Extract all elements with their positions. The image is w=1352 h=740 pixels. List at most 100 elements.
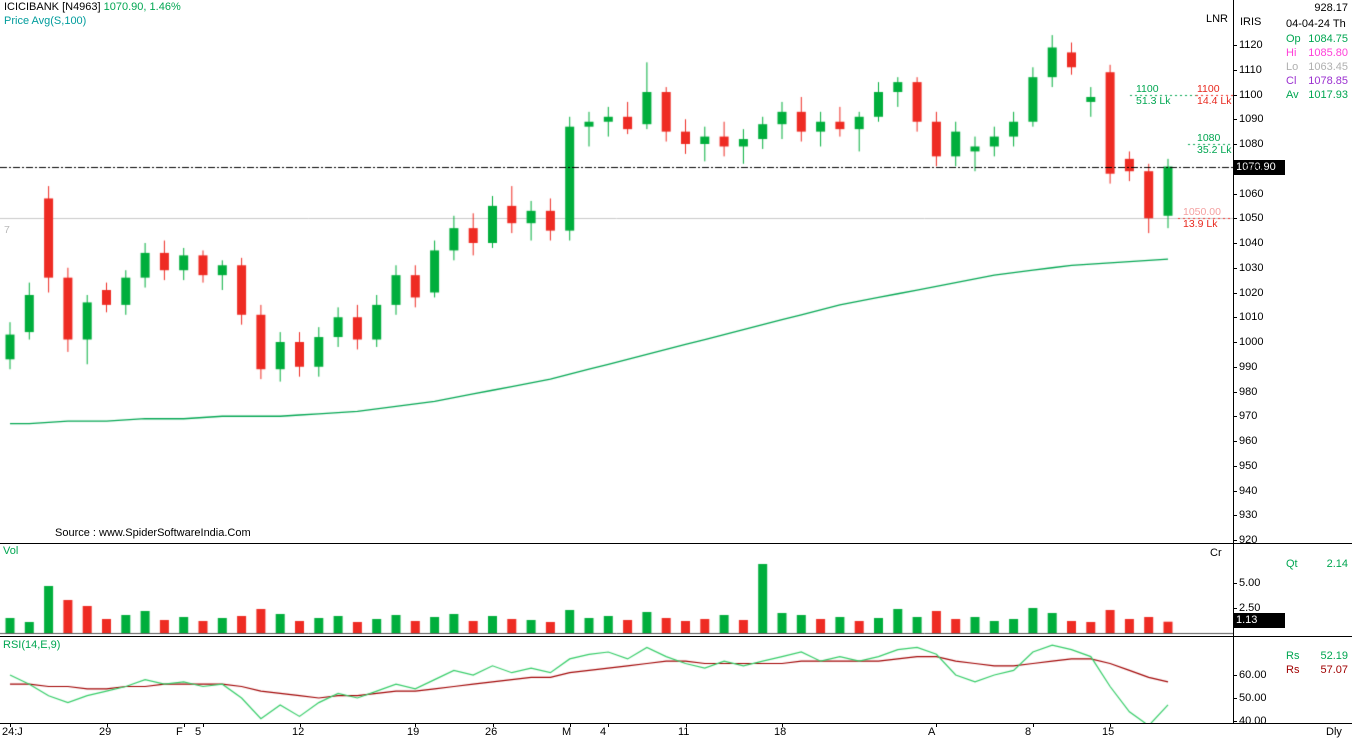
price-axis-divider <box>1233 0 1234 723</box>
ohlc-label: Hi <box>1286 47 1297 59</box>
rsi-axis-tick <box>1233 698 1237 699</box>
price-axis-tick <box>1233 515 1237 516</box>
price-tick-label: 1040 <box>1239 237 1264 249</box>
symbol-title: ICICIBANK [N4963] <box>4 1 101 13</box>
time-axis-tick <box>493 723 494 727</box>
rs-fast-value: 52.19 <box>1320 650 1348 662</box>
rsi-axis-tick <box>1233 675 1237 676</box>
time-axis-tick <box>608 723 609 727</box>
rsi-slow-row: Rs 57.07 <box>1286 664 1348 676</box>
rsi-axis-tick <box>1233 721 1237 722</box>
rs-fast-label: Rs <box>1286 650 1300 662</box>
ohlc-value: 1017.93 <box>1308 89 1348 101</box>
ohlc-label: Cl <box>1286 75 1297 87</box>
price-axis-tick <box>1233 45 1237 46</box>
annotation-level: 7 <box>4 224 10 236</box>
annotation-quantity: 13.9 Lk <box>1183 218 1218 230</box>
time-axis-label: 5 <box>195 726 202 738</box>
session-value: 928.17 <box>1314 2 1348 14</box>
qt-label: Qt <box>1286 558 1298 570</box>
chart-header: ICICIBANK [N4963] 1070.90, 1.46% <box>4 1 181 13</box>
price-axis-tick <box>1233 169 1237 170</box>
volume-unit-label: Cr <box>1210 547 1222 559</box>
price-axis-tick <box>1233 416 1237 417</box>
rsi-panel-divider <box>0 636 1352 637</box>
time-axis-label: 15 <box>1102 726 1115 738</box>
rsi-tick-label: 40.00 <box>1239 715 1267 727</box>
price-tick-label: 1030 <box>1239 262 1264 274</box>
ohlc-value: 1084.75 <box>1308 33 1348 45</box>
price-level-annotation: 1080 35.2 Lk <box>1197 132 1231 156</box>
time-axis-label: 8 <box>1025 726 1032 738</box>
price-axis-tick <box>1233 293 1237 294</box>
price-tick-label: 1000 <box>1239 336 1264 348</box>
time-axis-label: 11 <box>678 726 690 738</box>
volume-chart-canvas[interactable] <box>0 544 1233 636</box>
ohlc-row-op: Op 1084.75 <box>1286 33 1348 45</box>
price-tick-label: 1100 <box>1239 89 1263 101</box>
price-axis-tick <box>1233 466 1237 467</box>
time-axis-label: 4 <box>600 726 607 738</box>
time-axis-label: 12 <box>292 726 305 738</box>
price-axis-tick <box>1233 540 1237 541</box>
session-date: 04-04-24 Th <box>1286 18 1346 30</box>
time-axis-tick <box>1110 723 1111 727</box>
price-level-annotation: 1050.00 13.9 Lk <box>1183 206 1221 230</box>
price-tick-label: 960 <box>1239 435 1258 447</box>
time-axis-label: A <box>928 726 936 738</box>
price-axis-tick <box>1233 441 1237 442</box>
volume-tick-label: 2.50 <box>1239 602 1261 614</box>
price-axis-tick <box>1233 268 1237 269</box>
price-tick-label: 1090 <box>1239 113 1264 125</box>
annotation-quantity: 35.2 Lk <box>1197 144 1232 156</box>
time-axis-tick <box>10 723 11 727</box>
time-axis-tick <box>936 723 937 727</box>
price-axis-tick <box>1233 491 1237 492</box>
time-axis-label: F <box>176 726 183 738</box>
price-tick-label: 1110 <box>1239 64 1262 76</box>
time-axis-label: 26 <box>485 726 498 738</box>
price-axis-tick <box>1233 367 1237 368</box>
time-axis-tick <box>686 723 687 727</box>
ohlc-row-hi: Hi 1085.80 <box>1286 47 1348 59</box>
periodicity-label[interactable]: Dly <box>1326 726 1342 738</box>
price-axis-tick <box>1233 392 1237 393</box>
price-tick-label: 940 <box>1239 485 1258 497</box>
price-tick-label: 980 <box>1239 386 1258 398</box>
ohlc-value: 1085.80 <box>1308 47 1348 59</box>
price-axis-tick <box>1233 342 1237 343</box>
ohlc-value: 1078.85 <box>1308 75 1348 87</box>
time-axis-label: 19 <box>407 726 420 738</box>
rsi-tick-label: 60.00 <box>1239 669 1267 681</box>
volume-axis-tick <box>1233 608 1237 609</box>
rsi-tick-label: 50.00 <box>1239 692 1267 704</box>
price-tick-label: 1120 <box>1239 39 1263 51</box>
source-credit: Source : www.SpiderSoftwareIndia.Com <box>55 527 251 539</box>
rsi-chart-canvas[interactable] <box>0 637 1233 723</box>
time-axis-tick <box>184 723 185 727</box>
last-price-text: 1070.90, <box>103 1 147 13</box>
annotation-level: 1050.00 <box>1183 206 1221 218</box>
ohlc-label: Av <box>1286 89 1299 101</box>
time-axis-label: 18 <box>774 726 787 738</box>
price-axis-tick <box>1233 317 1237 318</box>
ohlc-label: Lo <box>1286 61 1299 73</box>
time-axis-label: 29 <box>99 726 112 738</box>
rsi-panel-label: RSI(14,E,9) <box>3 639 61 651</box>
time-axis-divider <box>0 723 1352 724</box>
annotation-level: 1100 <box>1136 83 1159 95</box>
price-tick-label: 1080 <box>1239 138 1264 150</box>
price-axis-tick <box>1233 243 1237 244</box>
price-tick-label: 1070 <box>1239 163 1264 175</box>
quantity-row: Qt 2.14 <box>1286 558 1348 570</box>
price-level-annotation: 1100 14.4 Lk <box>1197 83 1231 107</box>
rsi-fast-row: Rs 52.19 <box>1286 650 1348 662</box>
price-axis-tick <box>1233 119 1237 120</box>
current-volume-box: 1.13 <box>1233 613 1285 628</box>
time-axis-tick <box>415 723 416 727</box>
time-axis-tick <box>1033 723 1034 727</box>
ohlc-value: 1063.45 <box>1308 61 1348 73</box>
price-tick-label: 920 <box>1239 534 1258 546</box>
price-chart-canvas[interactable] <box>0 0 1233 543</box>
